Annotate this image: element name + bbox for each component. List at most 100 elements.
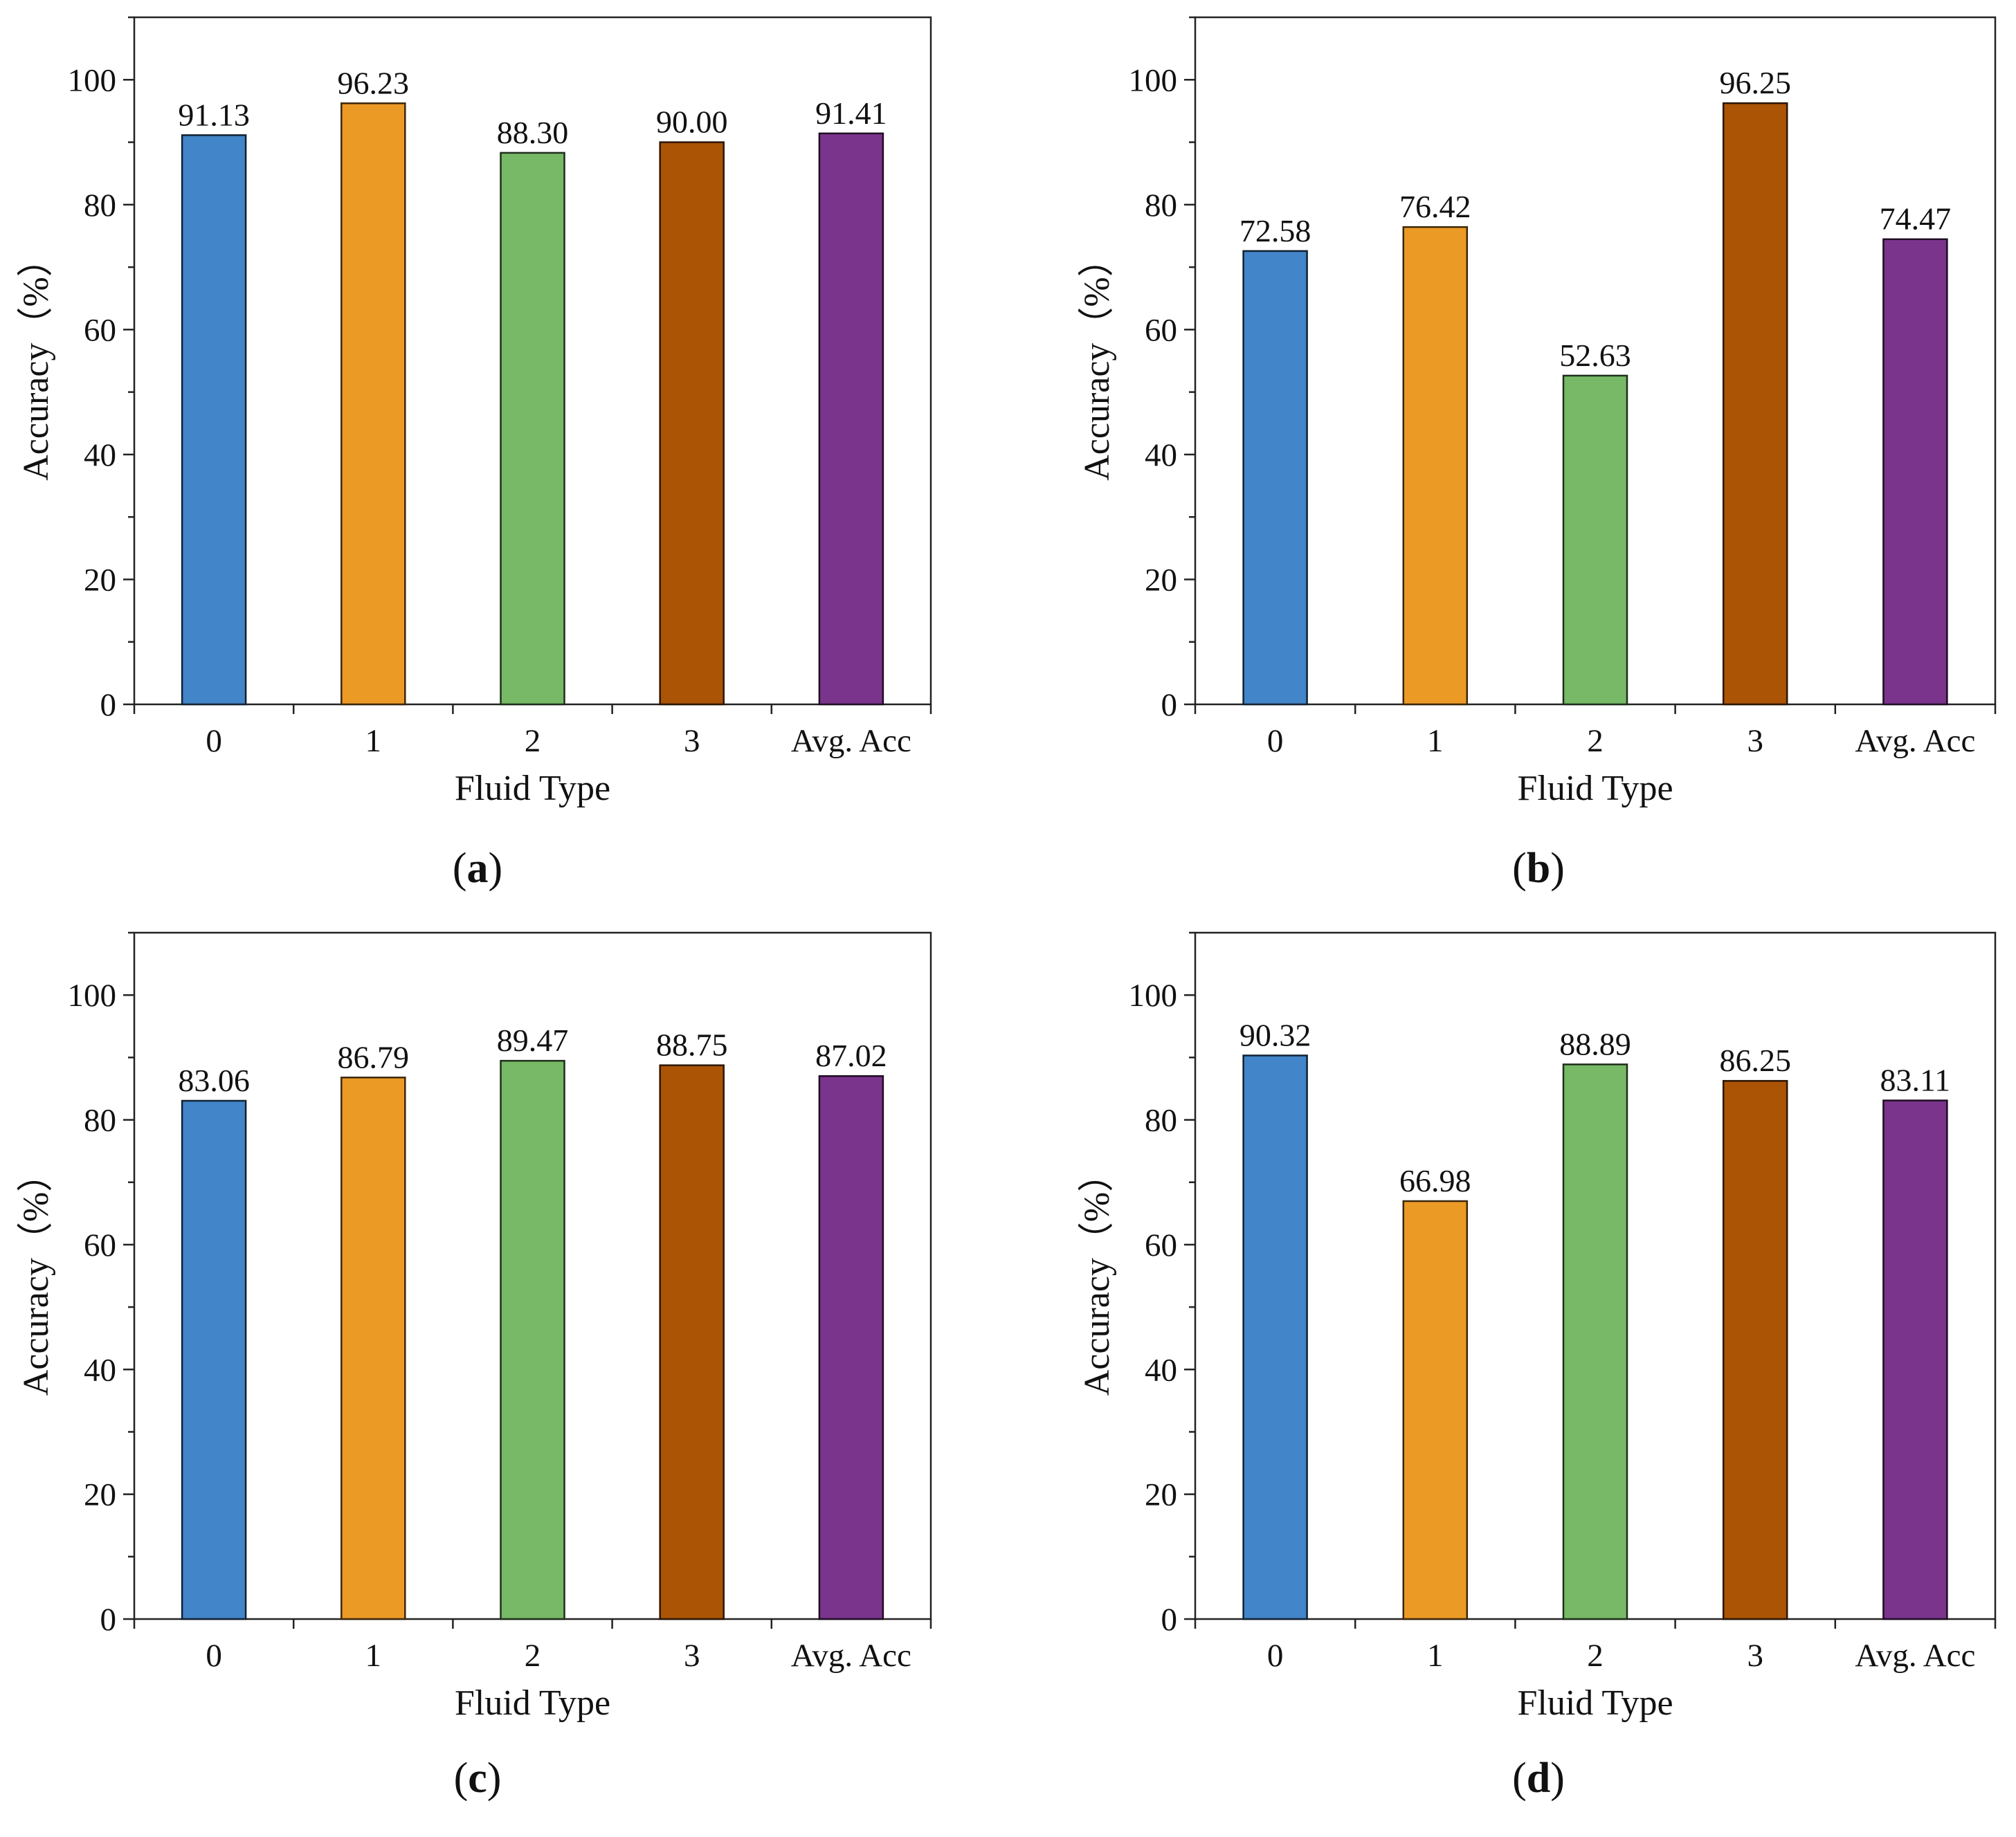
x-axis-title: Fluid Type — [455, 769, 610, 808]
panel-caption: (a) — [453, 845, 502, 892]
x-tick-label: 0 — [206, 1638, 222, 1674]
chart-panel-c: 0 20 40 60 80 100 0 1 2 3 Avg. Acc 83.06 86.79 89.47 8… — [17, 931, 932, 1802]
x-tick-label: Avg. Acc — [1855, 1638, 1975, 1674]
panel-caption-letter: d — [1527, 1755, 1550, 1802]
bar — [1242, 1054, 1308, 1620]
panel-caption-letter: b — [1527, 845, 1550, 892]
x-tick-label: Avg. Acc — [791, 723, 911, 759]
x-tick-label: 2 — [1587, 723, 1604, 759]
x-tick-label: Avg. Acc — [791, 1638, 911, 1674]
y-tick-label: 0 — [100, 1602, 117, 1638]
x-tick-label: 1 — [365, 1638, 382, 1674]
bar — [659, 141, 725, 706]
x-tick-label: Avg. Acc — [1855, 723, 1975, 759]
panel-caption-letter: a — [467, 845, 489, 892]
bar — [1562, 1063, 1628, 1620]
chart-panel-a: 0 20 40 60 80 100 0 1 2 3 Avg. Acc 91.13 96.23 88.30 9… — [17, 16, 932, 892]
bar-value-label: 66.98 — [1399, 1163, 1471, 1198]
bar — [1722, 102, 1788, 706]
y-tick-label: 60 — [1145, 312, 1177, 348]
panel-caption: (d) — [1512, 1755, 1565, 1802]
x-tick-label: 2 — [1587, 1638, 1604, 1674]
chart-panel-d: 0 20 40 60 80 100 0 1 2 3 Avg. Acc 90.32 66.98 88.89 8… — [1078, 931, 1997, 1802]
y-axis-title: Accuracy（%） — [1078, 241, 1117, 481]
bar-value-label: 86.79 — [338, 1039, 410, 1075]
bar — [818, 132, 884, 706]
bar-value-label: 89.47 — [497, 1023, 569, 1058]
bar — [659, 1064, 725, 1620]
bar-value-label: 52.63 — [1559, 338, 1631, 373]
panel-caption-letter: c — [468, 1755, 487, 1802]
y-tick-label: 60 — [1145, 1227, 1177, 1263]
panel-caption-open: ( — [454, 1755, 469, 1802]
y-tick-label: 60 — [84, 312, 116, 348]
y-tick-label: 40 — [1145, 437, 1177, 473]
bar — [1882, 1099, 1948, 1620]
x-tick-label: 0 — [1267, 1638, 1284, 1674]
bar-value-label: 88.30 — [497, 115, 569, 150]
bar-value-label: 96.25 — [1719, 65, 1791, 100]
panel-caption-close: ) — [1550, 845, 1565, 892]
y-tick-label: 100 — [68, 62, 117, 98]
panel-caption-open: ( — [1512, 845, 1527, 892]
x-tick-label: 1 — [1427, 723, 1444, 759]
bar-value-label: 91.41 — [815, 95, 887, 131]
y-axis-title: Accuracy（%） — [17, 241, 56, 481]
panel-caption-close: ) — [489, 845, 503, 892]
bar-value-label: 91.13 — [178, 97, 250, 132]
x-tick-label: 1 — [1427, 1638, 1444, 1674]
y-tick-label: 0 — [1161, 687, 1178, 723]
y-tick-label: 20 — [1145, 1477, 1177, 1513]
x-tick-label: 0 — [1267, 723, 1284, 759]
y-tick-label: 80 — [84, 188, 116, 223]
bar-value-label: 88.89 — [1559, 1026, 1631, 1061]
y-tick-label: 80 — [84, 1103, 116, 1139]
panel-caption-open: ( — [453, 845, 467, 892]
y-tick-label: 60 — [84, 1227, 116, 1263]
x-tick-label: 3 — [684, 1638, 700, 1674]
bar — [500, 1059, 565, 1620]
x-tick-label: 3 — [1747, 723, 1763, 759]
panel-caption-open: ( — [1512, 1755, 1527, 1802]
y-tick-label: 100 — [1129, 978, 1178, 1014]
bar-value-label: 86.25 — [1719, 1043, 1791, 1078]
bar — [181, 134, 247, 706]
bar-value-label: 72.58 — [1239, 213, 1311, 248]
y-tick-label: 100 — [1129, 62, 1178, 98]
bar-value-label: 74.47 — [1880, 201, 1952, 237]
bar — [340, 102, 406, 706]
y-tick-label: 40 — [84, 1352, 116, 1388]
y-tick-label: 20 — [84, 562, 116, 598]
bar — [1882, 238, 1948, 706]
bar-value-label: 87.02 — [815, 1038, 887, 1073]
y-tick-label: 80 — [1145, 1103, 1177, 1139]
bar-value-label: 96.23 — [338, 65, 410, 100]
bar-value-label: 90.00 — [656, 104, 728, 140]
x-tick-label: 3 — [1747, 1638, 1763, 1674]
panel-caption: (c) — [454, 1755, 502, 1802]
y-axis-title: Accuracy（%） — [17, 1156, 56, 1396]
x-tick-label: 2 — [525, 1638, 541, 1674]
bar — [500, 152, 565, 706]
y-tick-label: 20 — [84, 1477, 116, 1513]
x-axis-title: Fluid Type — [1517, 769, 1673, 808]
y-tick-label: 0 — [1161, 1602, 1178, 1638]
y-tick-label: 0 — [100, 687, 117, 723]
y-tick-label: 80 — [1145, 188, 1177, 223]
bar — [1562, 374, 1628, 706]
bar — [181, 1099, 247, 1620]
y-tick-label: 40 — [1145, 1352, 1177, 1388]
bar — [1722, 1079, 1788, 1620]
panel-caption-close: ) — [487, 1755, 502, 1802]
y-tick-label: 40 — [84, 437, 116, 473]
x-tick-label: 1 — [365, 723, 382, 759]
x-tick-label: 3 — [684, 723, 700, 759]
panel-caption: (b) — [1512, 845, 1565, 892]
y-axis-title: Accuracy（%） — [1078, 1156, 1117, 1396]
y-tick-label: 100 — [68, 978, 117, 1014]
x-tick-label: 0 — [206, 723, 222, 759]
bar-value-label: 83.11 — [1880, 1062, 1951, 1097]
chart-panel-b: 0 20 40 60 80 100 0 1 2 3 Avg. Acc 72.58 76.42 52.63 9… — [1078, 16, 1997, 892]
bar — [1402, 1200, 1469, 1620]
